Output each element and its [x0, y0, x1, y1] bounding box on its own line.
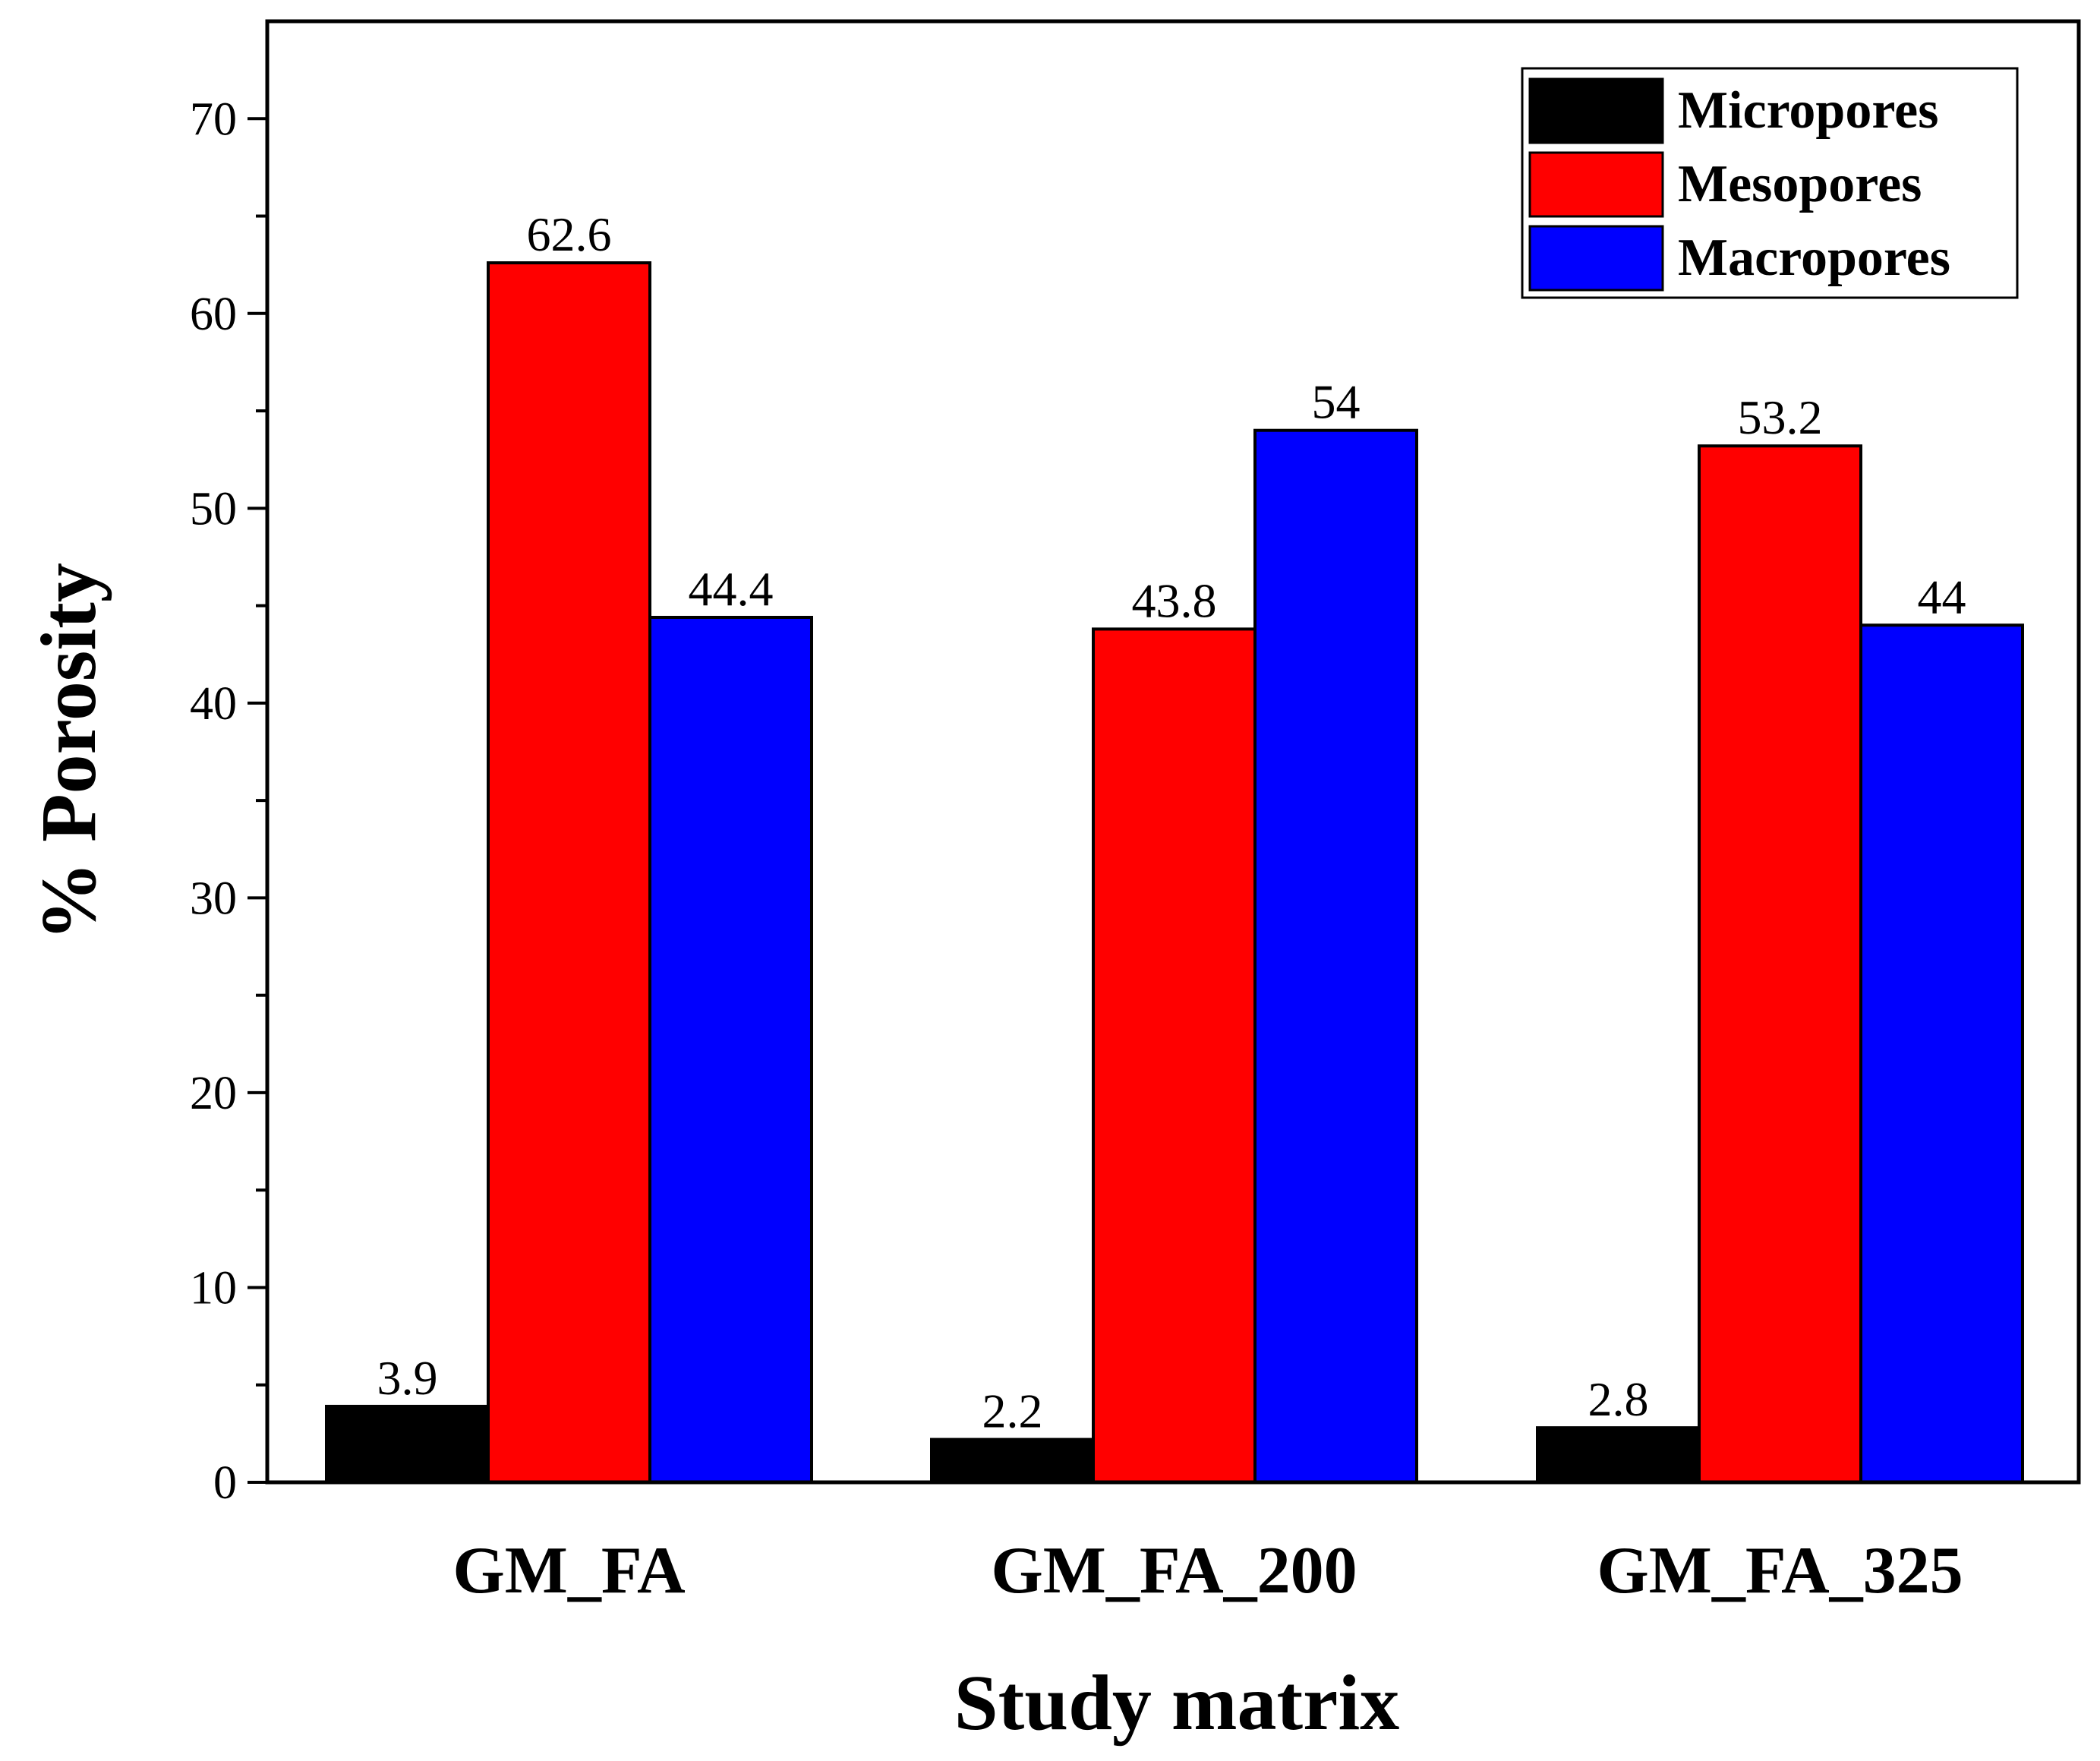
legend-label-mesopores: Mesopores — [1678, 155, 1922, 213]
data-label-micropores-gm_fa_200: 2.2 — [982, 1384, 1043, 1438]
x-axis-title: Study matrix — [954, 1659, 1399, 1747]
legend-swatch-mesopores — [1528, 151, 1664, 218]
bar-micropores-gm_fa_325 — [1536, 1426, 1701, 1484]
y-axis-title: % Porosity — [25, 563, 112, 941]
legend-label-micropores: Micropores — [1678, 81, 1938, 140]
y-tick-label: 40 — [190, 678, 237, 730]
data-label-micropores-gm_fa_325: 2.8 — [1588, 1372, 1649, 1426]
data-label-mesopores-gm_fa_325: 53.2 — [1738, 390, 1823, 444]
data-label-macropores-gm_fa_325: 44 — [1918, 570, 1966, 623]
y-tick-label: 30 — [190, 873, 237, 924]
plot-frame — [265, 19, 2081, 1485]
data-label-macropores-gm_fa_200: 54 — [1312, 375, 1361, 429]
y-tick-label: 60 — [190, 289, 237, 340]
bar-macropores-gm_fa — [648, 615, 813, 1485]
legend-swatch-macropores — [1528, 225, 1664, 292]
data-label-macropores-gm_fa: 44.4 — [689, 562, 774, 616]
x-tick-label-gm_fa_200: GM_FA_200 — [991, 1534, 1357, 1608]
data-label-mesopores-gm_fa: 62.6 — [527, 207, 612, 261]
y-tick-label: 70 — [190, 93, 237, 145]
bar-micropores-gm_fa_200 — [930, 1438, 1095, 1484]
y-tick-label: 10 — [190, 1262, 237, 1314]
legend-swatch-micropores — [1528, 77, 1664, 144]
x-tick-label-gm_fa: GM_FA — [452, 1534, 685, 1608]
bar-mesopores-gm_fa_325 — [1698, 444, 1862, 1484]
data-label-mesopores-gm_fa_200: 43.8 — [1132, 573, 1217, 627]
axes-layer: GM_FA GM_FA_200 GM_FA_325 0 10 20 30 40 50 60 70 — [190, 19, 2081, 1608]
data-labels-layer: 3.9 62.6 44.4 2.2 43.8 54 2.8 53.2 44 — [377, 207, 1966, 1438]
bar-macropores-gm_fa_200 — [1253, 428, 1418, 1484]
legend: Micropores Mesopores Macropores — [1521, 67, 2019, 299]
x-tick-label-gm_fa_325: GM_FA_325 — [1597, 1534, 1963, 1608]
bar-macropores-gm_fa_325 — [1859, 623, 2024, 1485]
legend-label-macropores: Macropores — [1678, 229, 1950, 287]
y-tick-label: 50 — [190, 483, 237, 535]
bar-mesopores-gm_fa — [487, 261, 651, 1484]
data-label-micropores-gm_fa: 3.9 — [377, 1351, 438, 1405]
y-tick-label: 20 — [190, 1068, 237, 1119]
bar-micropores-gm_fa — [325, 1404, 490, 1485]
bars-layer — [325, 261, 2024, 1485]
bar-mesopores-gm_fa_200 — [1092, 627, 1257, 1484]
y-tick-label: 0 — [213, 1457, 237, 1509]
